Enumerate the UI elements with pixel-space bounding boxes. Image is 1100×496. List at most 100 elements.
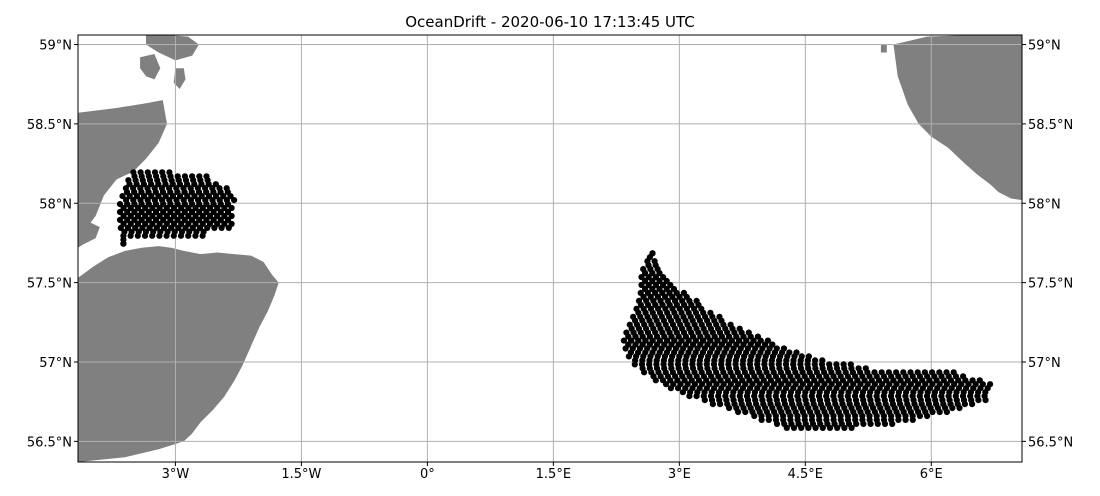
particle <box>192 204 199 212</box>
particle <box>950 369 957 376</box>
x-tick-label: 4.5°E <box>788 467 823 482</box>
particle <box>181 173 188 180</box>
particle <box>128 228 135 235</box>
particle <box>134 220 142 227</box>
particle <box>167 216 174 223</box>
particle <box>171 228 178 235</box>
particle-cloud-west <box>116 169 238 247</box>
particle <box>192 212 199 220</box>
particle <box>163 204 170 212</box>
particle <box>878 369 885 376</box>
particle <box>231 197 238 204</box>
particle <box>145 216 152 223</box>
particle <box>120 220 127 227</box>
particle <box>127 220 134 227</box>
particle <box>214 212 221 220</box>
particle <box>649 250 656 257</box>
particle <box>178 220 185 227</box>
particle <box>716 313 723 320</box>
particle <box>174 173 181 180</box>
particle-layer <box>116 169 994 431</box>
particle <box>194 185 201 192</box>
particle <box>893 369 900 376</box>
particle <box>727 321 734 328</box>
particle <box>656 285 663 293</box>
particle <box>652 274 660 281</box>
particle <box>166 197 173 204</box>
particle <box>178 204 185 212</box>
particle <box>651 258 658 265</box>
particle <box>660 281 667 289</box>
particle <box>124 216 131 223</box>
particle <box>206 204 214 212</box>
map-title: OceanDrift - 2020-06-10 17:13:45 UTC <box>405 13 695 31</box>
x-tick-label: 6°E <box>920 467 943 482</box>
particle <box>124 208 131 216</box>
particle <box>206 220 214 227</box>
particle <box>826 361 833 368</box>
particle <box>187 197 194 204</box>
particle <box>224 216 232 223</box>
particle <box>159 169 166 176</box>
particle <box>145 208 152 216</box>
particle <box>151 185 158 192</box>
particle <box>203 208 210 216</box>
particle <box>626 321 633 328</box>
particle <box>805 353 813 360</box>
particle <box>142 204 149 212</box>
particle <box>127 204 134 212</box>
particle <box>214 204 221 212</box>
particle <box>151 169 159 176</box>
particle <box>199 220 206 227</box>
particle <box>120 212 127 220</box>
particle <box>166 169 173 176</box>
particle <box>786 349 793 356</box>
particle <box>151 197 158 204</box>
particle <box>199 204 206 212</box>
particle <box>138 216 145 223</box>
particle <box>156 204 163 212</box>
particle <box>216 185 223 192</box>
y-tick-label-left: 57.5°N <box>27 277 72 292</box>
particle <box>185 220 192 227</box>
y-tick-label-right: 59°N <box>1028 39 1061 54</box>
particle <box>214 220 221 227</box>
particle <box>173 197 180 204</box>
particle <box>144 185 151 192</box>
scotland-mainland <box>78 246 279 462</box>
particle <box>195 197 202 204</box>
particle <box>173 185 180 192</box>
particle <box>150 228 157 235</box>
x-tick-label: 1.5°W <box>281 467 321 482</box>
particle <box>188 208 196 216</box>
particle <box>203 216 210 223</box>
particle <box>221 220 228 227</box>
particle <box>798 353 805 360</box>
map-frame <box>77 34 1023 463</box>
particle <box>862 365 869 372</box>
particle <box>652 281 660 289</box>
particle <box>138 208 145 216</box>
caithness <box>78 100 167 235</box>
x-tick-label: 0° <box>420 467 435 482</box>
y-tick-label-right: 57°N <box>1028 356 1061 371</box>
particle <box>228 212 235 220</box>
particle <box>170 220 178 227</box>
particle <box>633 305 640 312</box>
norway-small-island <box>880 44 887 53</box>
particle <box>623 329 630 336</box>
x-tick-label: 3°E <box>668 467 691 482</box>
particle <box>660 274 667 281</box>
particle <box>819 357 826 364</box>
particle <box>119 193 126 200</box>
particle <box>871 369 878 376</box>
particle <box>793 349 800 356</box>
particle <box>149 212 156 220</box>
particle <box>635 297 643 304</box>
y-tick-label-left: 58.5°N <box>27 118 72 133</box>
x-tick-label: 1.5°E <box>536 467 571 482</box>
particle <box>163 212 170 220</box>
particle <box>960 373 967 380</box>
particle <box>158 185 165 192</box>
